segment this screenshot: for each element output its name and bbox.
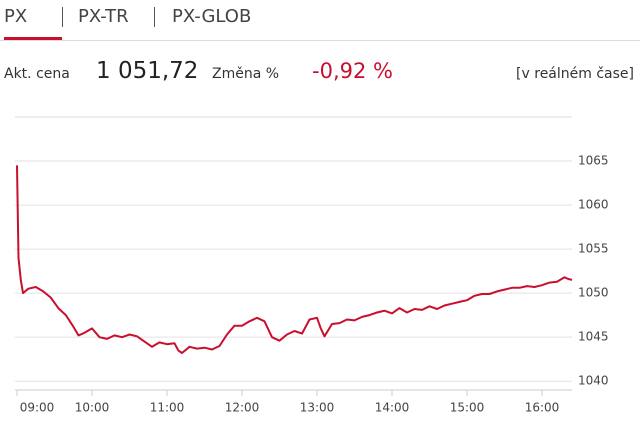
tab-px-glob[interactable]: PX-GLOB: [172, 6, 252, 27]
tab-divider: [0, 40, 640, 41]
change-label: Změna %: [212, 66, 280, 82]
y-tick-label: 1045: [578, 330, 609, 344]
active-tab-underline: [4, 37, 62, 40]
x-tick-label: 16:00: [525, 401, 560, 415]
y-tick-label: 1050: [578, 286, 609, 300]
x-tick-label: 13:00: [300, 401, 335, 415]
x-tick-label: 12:00: [225, 401, 260, 415]
x-tick-label: 15:00: [450, 401, 485, 415]
y-tick-label: 1040: [578, 374, 609, 388]
y-tick-label: 1060: [578, 198, 609, 212]
x-tick-label: 11:00: [150, 401, 185, 415]
tab-px-tr[interactable]: PX-TR: [78, 6, 129, 27]
price: 1 051,72: [96, 58, 199, 84]
y-tick-label: 1065: [578, 154, 609, 168]
tab-separator: [154, 7, 155, 27]
price-label: Akt. cena: [4, 66, 70, 82]
x-tick-label: 10:00: [75, 401, 110, 415]
y-tick-label: 1055: [578, 242, 609, 256]
realtime-note: [v reálném čase]: [516, 66, 634, 82]
x-tick-label: 09:00: [20, 401, 55, 415]
price-line: [16, 165, 573, 354]
change: -0,92 %: [312, 59, 393, 83]
tab-px[interactable]: PX: [4, 6, 28, 27]
x-tick-label: 14:00: [375, 401, 410, 415]
tab-separator: [62, 7, 63, 27]
